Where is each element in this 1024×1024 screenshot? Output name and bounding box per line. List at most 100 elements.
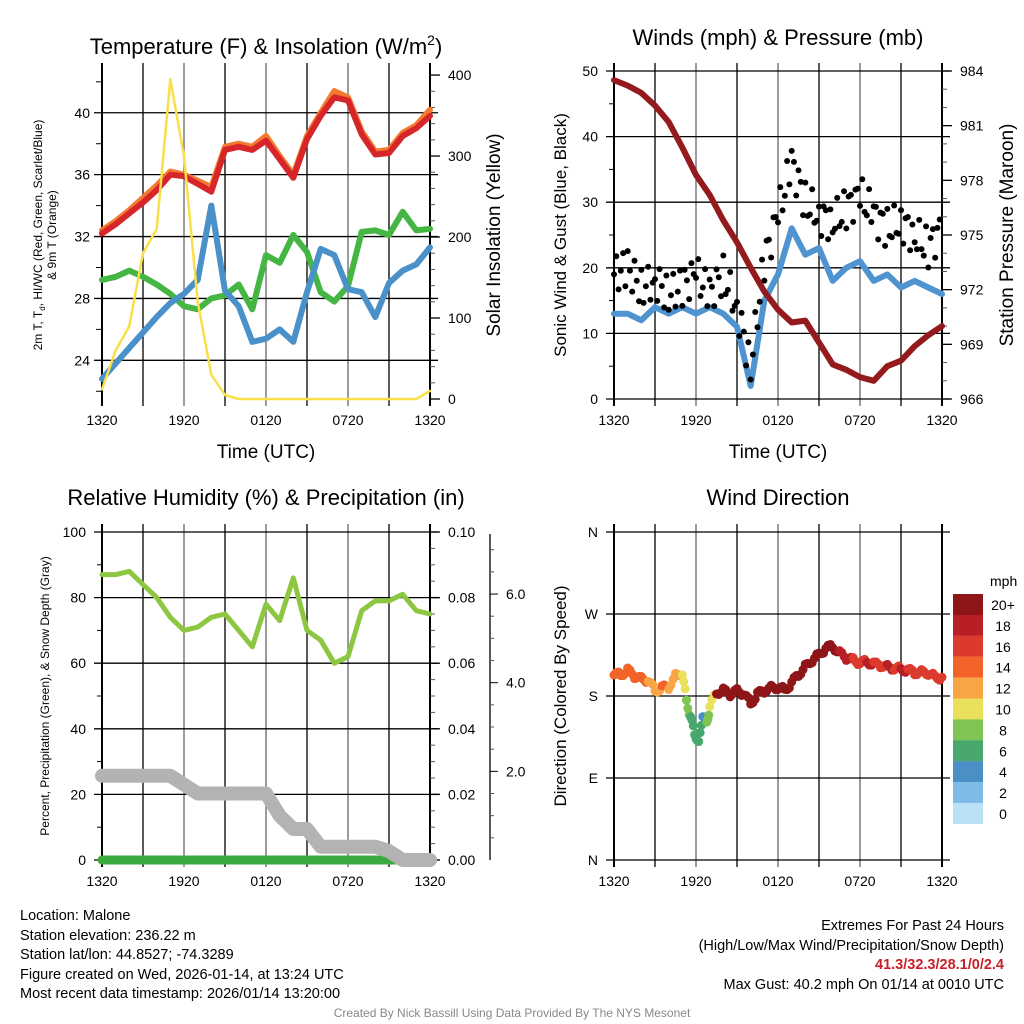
legend-label: 10	[995, 702, 1011, 718]
x-tick-label: 0720	[844, 412, 875, 428]
gust-point	[642, 283, 649, 290]
gust-point	[734, 298, 740, 305]
y-tick-label: 80	[70, 590, 86, 606]
temperature-chart: Temperature (F) & Insolation (W/m2) 24 28 3…	[31, 32, 505, 463]
gust-point	[868, 218, 875, 225]
direction-point	[688, 721, 698, 731]
gust-point	[777, 184, 784, 191]
series-relative-humidity-line	[99, 568, 433, 666]
x-tick-label: 1320	[414, 412, 445, 428]
title-superscript: 2	[427, 32, 435, 48]
y-tick-label: N	[588, 524, 598, 540]
y2-tick-label: 100	[448, 310, 472, 326]
y-tick-label: 10	[582, 325, 598, 341]
gust-point	[775, 219, 781, 226]
legend-swatch	[953, 698, 983, 720]
gust-point	[790, 158, 797, 165]
gust-point	[665, 306, 672, 313]
gust-point	[809, 186, 816, 193]
title-text: Temperature (F) & Insolation (W/m	[90, 34, 427, 59]
legend-swatch	[953, 719, 983, 741]
gust-point	[620, 250, 627, 257]
extremes-values: 41.3/32.3/28.1/0/2.4	[875, 957, 1004, 973]
y2-tick-label: 400	[448, 67, 472, 83]
gust-point	[898, 207, 904, 214]
series-line-solar-insolation	[100, 77, 432, 401]
y-tick-label: 40	[70, 721, 86, 737]
gust-point	[672, 303, 679, 310]
gust-point	[866, 186, 873, 193]
legend-label: 0	[999, 806, 1007, 822]
gust-point	[622, 283, 629, 290]
y2-axis-label: Station Pressure (Maroon)	[997, 124, 1018, 347]
gust-point	[654, 297, 661, 304]
extremes-title: Extremes For Past 24 Hours	[821, 918, 1004, 934]
gust-point	[920, 252, 927, 259]
gust-point	[929, 226, 936, 233]
gust-point	[934, 224, 941, 231]
y-label-part: 2m T, T	[31, 310, 45, 350]
x-tick-label: 1920	[168, 873, 199, 889]
gust-point	[875, 236, 882, 243]
gust-point	[936, 216, 943, 223]
gust-point	[613, 253, 620, 260]
legend-swatch	[953, 740, 983, 762]
y-tick-label: 0	[590, 391, 598, 407]
chart-title: Relative Humidity (%) & Precipitation (i…	[67, 485, 464, 510]
gust-point	[907, 247, 914, 254]
gust-point	[617, 267, 624, 274]
legend-label: 8	[999, 722, 1007, 738]
gust-point	[740, 328, 747, 335]
series-station-pressure-line	[611, 77, 945, 384]
y-tick-label: 24	[74, 352, 90, 368]
legend-label: 6	[999, 743, 1007, 759]
x-tick-label: 1920	[680, 412, 711, 428]
gust-point	[658, 283, 665, 290]
humidity-chart: Relative Humidity (%) & Precipitation (i…	[38, 485, 526, 889]
gust-point	[827, 206, 834, 213]
gust-point	[752, 309, 759, 316]
x-tick-label: 1320	[926, 412, 957, 428]
y3-tick-label: 4.0	[506, 675, 526, 691]
gust-point	[800, 212, 807, 219]
gust-point	[708, 283, 715, 290]
chart-title: Temperature (F) & Insolation (W/m2)	[90, 32, 443, 59]
gust-point	[688, 260, 695, 267]
gust-point	[718, 293, 725, 300]
direction-point	[679, 677, 689, 687]
y-tick-label: 100	[63, 524, 87, 540]
gust-point	[667, 292, 674, 299]
gust-point	[900, 240, 907, 247]
gust-point	[850, 218, 857, 225]
gust-point	[779, 207, 786, 214]
gust-point	[663, 272, 670, 279]
x-tick-label: 1320	[86, 412, 117, 428]
x-tick-label: 0720	[332, 873, 363, 889]
direction-point	[750, 694, 760, 704]
y2-tick-label: 0	[448, 391, 456, 407]
x-tick-label: 1920	[168, 412, 199, 428]
elevation-text: Station elevation: 236.22 m	[20, 927, 196, 944]
gust-point	[825, 236, 832, 243]
legend-label: 14	[995, 660, 1011, 676]
gust-point	[683, 277, 690, 284]
y-tick-label: 32	[74, 229, 90, 245]
gust-point	[918, 246, 925, 253]
gust-point	[745, 339, 752, 346]
y2-tick-label: 981	[960, 118, 984, 134]
y2-tick-label: 969	[960, 336, 984, 352]
y3-tick-label: 6.0	[506, 586, 526, 602]
y-tick-label: 20	[582, 260, 598, 276]
gust-point	[802, 179, 809, 186]
gust-point	[706, 276, 713, 283]
gust-point	[756, 298, 763, 305]
gust-point	[697, 293, 704, 300]
gust-point	[884, 205, 891, 212]
series-gust	[611, 147, 943, 383]
gust-point	[656, 266, 663, 273]
recent-timestamp-text: Most recent data timestamp: 2026/01/14 1…	[20, 986, 341, 1002]
gust-point	[813, 217, 820, 224]
gust-point	[765, 236, 772, 243]
gust-point	[913, 246, 920, 253]
